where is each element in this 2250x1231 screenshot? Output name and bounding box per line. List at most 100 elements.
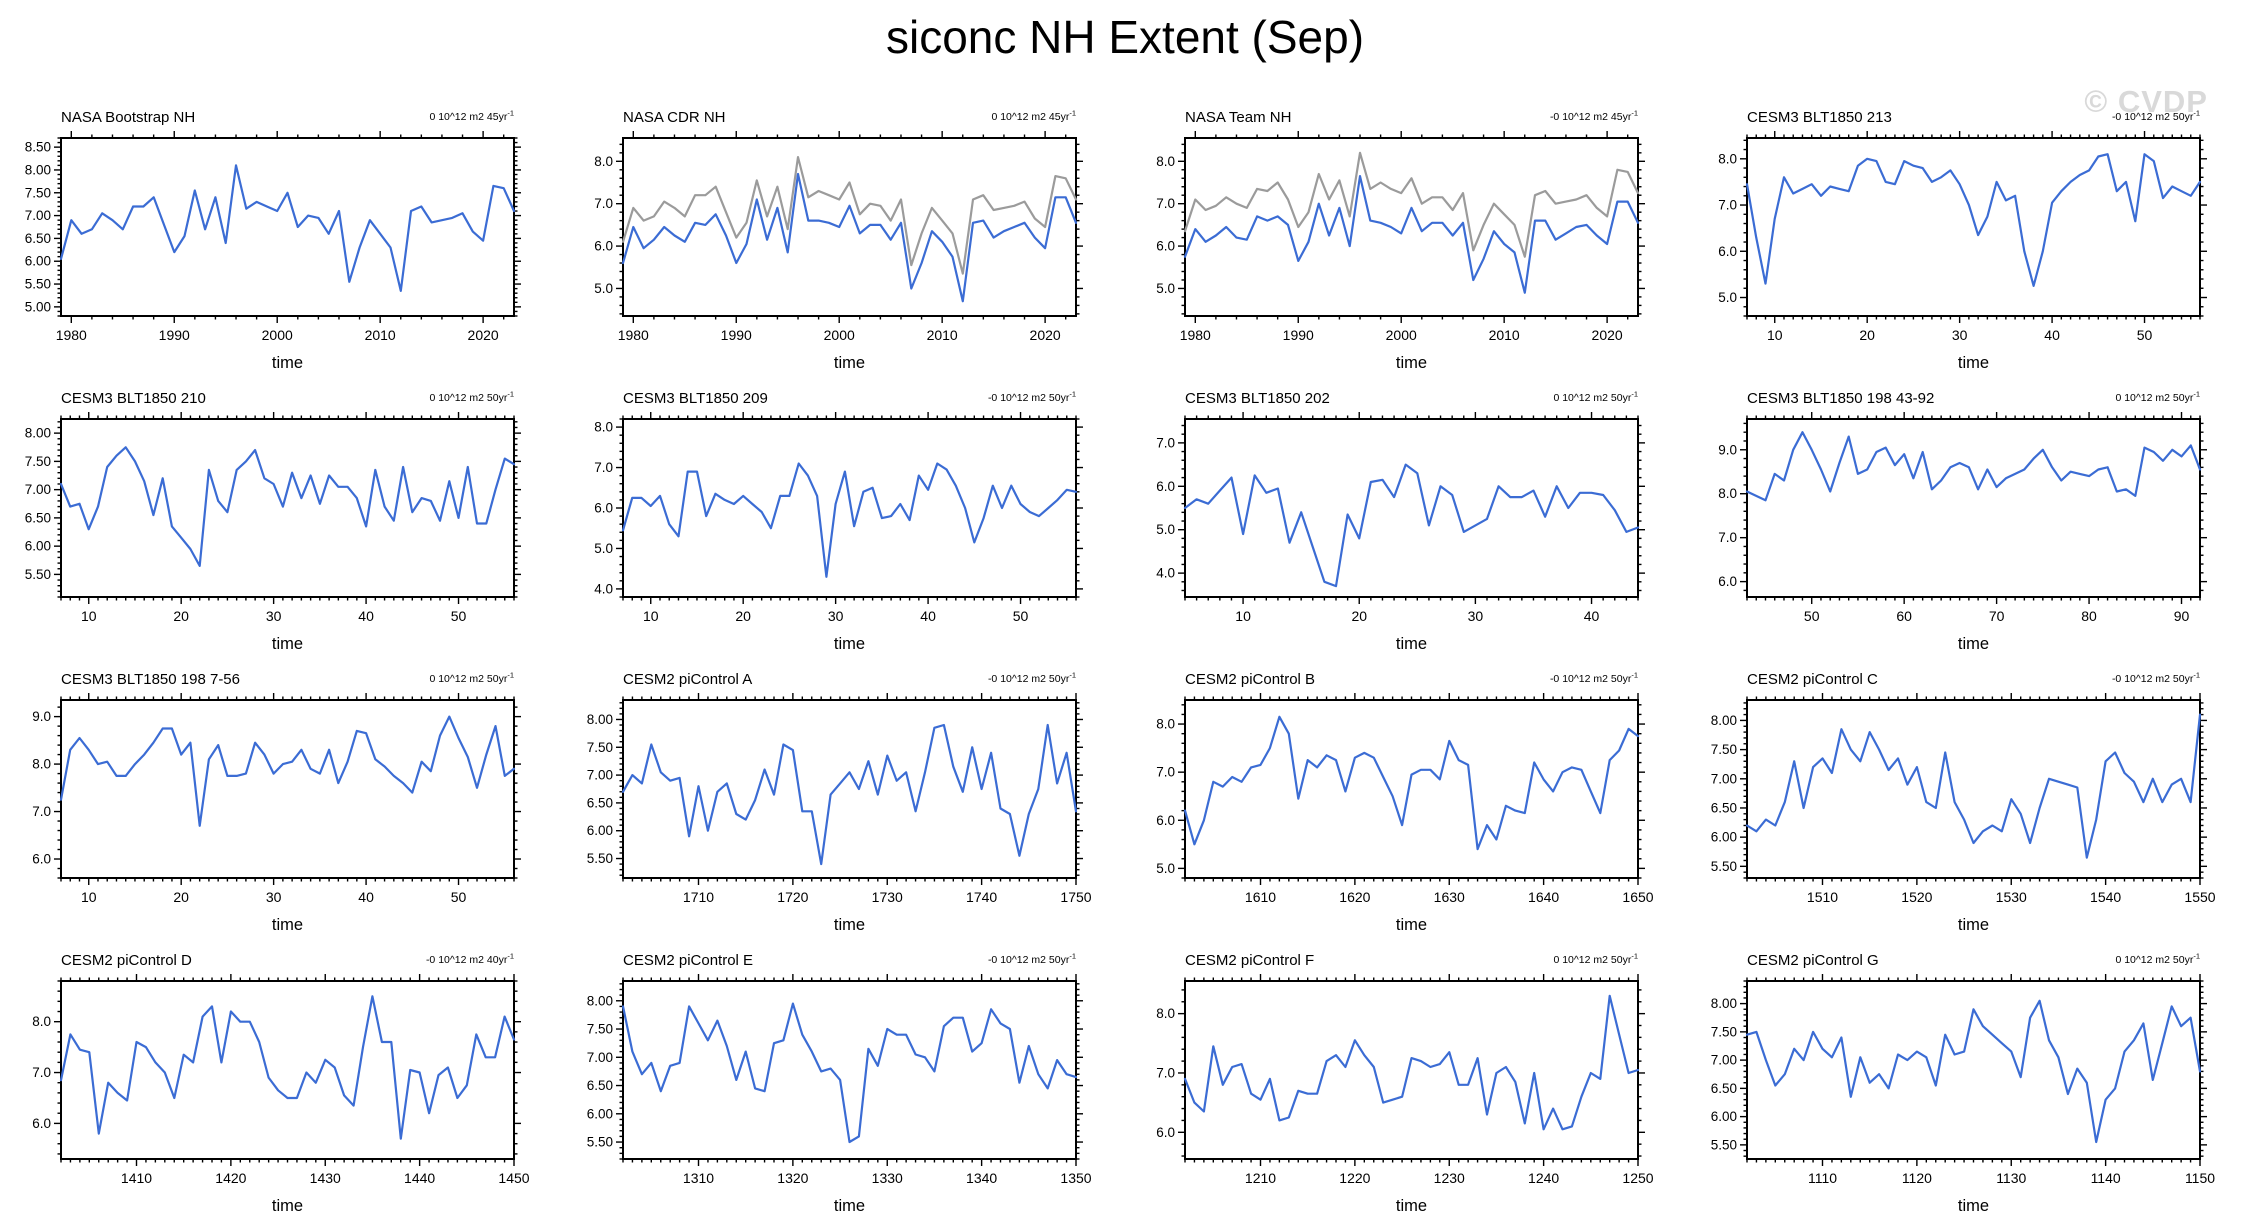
- series-line-model: [1183, 994, 1640, 1131]
- y-tick-label: 6.50: [1711, 800, 1737, 815]
- series-line-model: [1183, 463, 1640, 588]
- x-axis-label: time: [834, 635, 865, 653]
- y-tick-label: 8.00: [1711, 713, 1737, 728]
- chart-canvas: 10 20 30 40 4.0 5.0 6.0 7.0 CESM3 BLT1850 202 0 1…: [1156, 390, 1645, 653]
- x-tick-label: 50: [1013, 608, 1029, 624]
- y-tick-label: 7.00: [25, 208, 51, 223]
- trend-annotation: 0 10^12 m2 50yr-1: [1553, 390, 1638, 405]
- x-tick-label: 1710: [683, 889, 714, 905]
- x-tick-label: 40: [920, 608, 936, 624]
- x-tick-label: 1420: [215, 1170, 246, 1186]
- x-tick-label: 40: [358, 889, 374, 905]
- chart-panel-16: 1110 1120 1130 1140 1150 5.50 6.00 6.50 7.00 7.50…: [1688, 945, 2250, 1226]
- y-tick-label: 7.0: [1156, 1065, 1175, 1080]
- chart-canvas: 1110 1120 1130 1140 1150 5.50 6.00 6.50 7.00 7.50…: [1711, 952, 2216, 1216]
- chart-canvas: 50 60 70 80 90 6.0 7.0 8.0 9.0 CESM3 BLT1850 198 …: [1718, 390, 2207, 653]
- trend-annotation: 0 10^12 m2 50yr-1: [2115, 952, 2200, 967]
- panel-grid: 1980 1990 2000 2010 2020 5.00 5.50 6.00 6.50 7.00…: [0, 102, 2250, 1226]
- y-tick-label: 6.00: [587, 823, 613, 838]
- panel-title: CESM2 piControl D: [61, 952, 192, 969]
- x-tick-label: 30: [828, 608, 844, 624]
- trend-annotation: 0 10^12 m2 50yr-1: [1553, 952, 1638, 967]
- chart-panel-3: 1980 1990 2000 2010 2020 5.0 6.0 7.0 8.0 NASA Tea…: [1126, 102, 1688, 383]
- x-axis-label: time: [1958, 916, 1989, 934]
- y-tick-label: 9.0: [1718, 442, 1737, 457]
- chart-panel-5: 10 20 30 40 50 5.50 6.00 6.50 7.00 7.50 8.00 CESM3 …: [2, 383, 564, 664]
- x-tick-label: 1450: [498, 1170, 529, 1186]
- panel-title: NASA Team NH: [1185, 109, 1291, 126]
- trend-annotation: 0 10^12 m2 50yr-1: [2115, 390, 2200, 405]
- y-tick-label: 5.0: [1156, 861, 1175, 876]
- x-tick-label: 50: [2137, 327, 2153, 343]
- x-axis-label: time: [1396, 1197, 1427, 1215]
- chart-canvas: 1610 1620 1630 1640 1650 5.0 6.0 7.0 8.0 CESM2 pi…: [1156, 671, 1654, 935]
- panel-title: CESM3 BLT1850 210: [61, 390, 206, 407]
- series-line-model: [59, 715, 516, 827]
- x-tick-label: 1630: [1434, 889, 1465, 905]
- y-tick-label: 5.0: [1156, 522, 1175, 537]
- x-tick-label: 1320: [777, 1170, 808, 1186]
- y-tick-label: 8.0: [1156, 1006, 1175, 1021]
- series-line-model: [1745, 153, 2202, 287]
- plot-frame: [60, 699, 515, 879]
- trend-annotation: -0 10^12 m2 50yr-1: [988, 952, 1076, 967]
- chart-canvas: 10 20 30 40 50 5.50 6.00 6.50 7.00 7.50 8.00 CESM3 …: [25, 390, 521, 653]
- y-tick-label: 6.0: [1156, 813, 1175, 828]
- panel-title: NASA Bootstrap NH: [61, 109, 195, 126]
- series-line-model: [1745, 999, 2202, 1144]
- y-tick-label: 6.0: [32, 852, 51, 867]
- x-tick-label: 1150: [2185, 1170, 2215, 1186]
- y-tick-label: 6.00: [25, 539, 51, 554]
- x-tick-label: 30: [266, 608, 282, 624]
- x-tick-label: 1750: [1060, 889, 1091, 905]
- y-tick-label: 6.50: [25, 510, 51, 525]
- x-tick-label: 40: [358, 608, 374, 624]
- trend-annotation: -0 10^12 m2 50yr-1: [988, 390, 1076, 405]
- x-tick-label: 1430: [310, 1170, 341, 1186]
- plot-frame: [1746, 137, 2201, 317]
- x-tick-label: 10: [1235, 608, 1251, 624]
- y-tick-label: 5.0: [594, 281, 613, 296]
- plot-frame: [622, 699, 1077, 879]
- x-tick-label: 10: [81, 608, 97, 624]
- x-tick-label: 1980: [1180, 327, 1211, 343]
- x-tick-label: 1980: [56, 327, 87, 343]
- series-line-observation: [59, 164, 516, 292]
- x-tick-label: 30: [1468, 608, 1484, 624]
- x-tick-label: 2010: [365, 327, 396, 343]
- trend-annotation: -0 10^12 m2 50yr-1: [2112, 109, 2200, 124]
- panel-title: CESM2 piControl A: [623, 671, 752, 688]
- y-tick-label: 7.0: [1718, 530, 1737, 545]
- y-tick-label: 7.50: [587, 740, 613, 755]
- x-tick-label: 2000: [262, 327, 293, 343]
- x-tick-label: 60: [1896, 608, 1912, 624]
- chart-panel-10: 1710 1720 1730 1740 1750 5.50 6.00 6.50 7.00 7.50…: [564, 664, 1126, 945]
- chart-canvas: 1710 1720 1730 1740 1750 5.50 6.00 6.50 7.00 7.50…: [587, 671, 1092, 935]
- plot-frame: [622, 418, 1077, 598]
- x-axis-label: time: [834, 916, 865, 934]
- panel-title: CESM3 BLT1850 202: [1185, 390, 1330, 407]
- x-tick-label: 1210: [1245, 1170, 1276, 1186]
- panel-title: CESM2 piControl F: [1185, 952, 1314, 969]
- y-tick-label: 7.00: [1711, 1053, 1737, 1068]
- panel-title: CESM2 piControl E: [623, 952, 753, 969]
- x-tick-label: 1620: [1339, 889, 1370, 905]
- chart-canvas: 10 20 30 40 50 6.0 7.0 8.0 9.0 CESM3 BLT1850 198 …: [32, 671, 521, 934]
- series-line-model: [621, 462, 1078, 578]
- x-tick-label: 20: [735, 608, 751, 624]
- y-tick-label: 5.50: [1711, 1137, 1737, 1152]
- series-line-model: [1745, 431, 2202, 502]
- x-tick-label: 1520: [1901, 889, 1932, 905]
- y-tick-label: 7.00: [25, 482, 51, 497]
- x-axis-label: time: [1396, 916, 1427, 934]
- x-tick-label: 1220: [1339, 1170, 1370, 1186]
- y-tick-label: 6.0: [594, 239, 613, 254]
- y-tick-label: 7.00: [587, 768, 613, 783]
- x-tick-label: 1740: [966, 889, 997, 905]
- trend-annotation: -0 10^12 m2 50yr-1: [2112, 671, 2200, 686]
- page-header: siconc NH Extent (Sep) © CVDP: [0, 0, 2250, 119]
- x-tick-label: 10: [643, 608, 659, 624]
- y-tick-label: 8.0: [32, 757, 51, 772]
- x-tick-label: 40: [2044, 327, 2060, 343]
- x-tick-label: 1730: [872, 889, 903, 905]
